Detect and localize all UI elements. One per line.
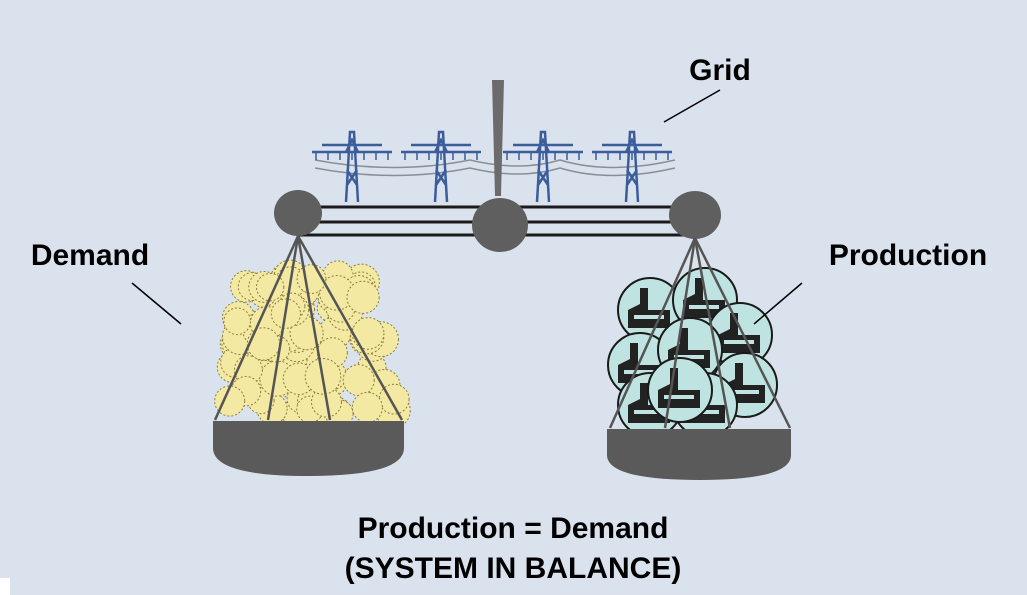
rope [693, 237, 732, 429]
bulb [351, 391, 383, 423]
bulb [214, 385, 246, 417]
demand-label: Demand [31, 239, 149, 272]
plant-window [634, 410, 664, 414]
left-pivot [274, 190, 322, 236]
plant-window [674, 355, 704, 359]
caption-line: Production = Demand [358, 512, 669, 545]
pylon-body [433, 130, 449, 203]
bulb [346, 280, 380, 314]
caption-line: (SYSTEM IN BALANCE) [345, 552, 682, 585]
plant-window [624, 370, 654, 374]
power-plant [647, 357, 713, 423]
bulb [246, 327, 281, 361]
rope [296, 235, 404, 421]
pylon [503, 130, 583, 203]
right-pan [607, 429, 791, 480]
background [0, 0, 10, 578]
rope [213, 235, 300, 421]
bulb [342, 364, 375, 397]
background [10, 0, 1027, 595]
bulb [351, 317, 385, 350]
plant-window [724, 340, 754, 344]
plant-window [729, 390, 759, 394]
grid-label: Grid [689, 54, 751, 87]
pylon [312, 130, 392, 203]
wire [314, 159, 676, 169]
pylon [592, 130, 672, 203]
plant-window [634, 315, 664, 319]
rope [266, 235, 300, 421]
pylon [401, 130, 481, 203]
rope [663, 237, 697, 429]
production-label: Production [829, 239, 987, 272]
rope [608, 237, 697, 429]
pole [492, 80, 504, 196]
left-pan [213, 421, 404, 476]
light-bulbs [214, 259, 411, 432]
leader-line [131, 282, 182, 325]
leader-line [663, 89, 721, 123]
plant-window [664, 395, 694, 399]
leader-line [753, 282, 803, 325]
rope [693, 237, 792, 429]
pylon-body [535, 130, 551, 203]
ropes [213, 235, 792, 429]
wire [314, 167, 676, 177]
rope [296, 235, 332, 421]
pylons [312, 130, 672, 203]
center-pivot [472, 198, 528, 252]
right-pivot [669, 191, 721, 239]
pylon-body [344, 130, 360, 203]
bulb [223, 307, 251, 336]
pylon-body [624, 130, 640, 203]
power-wires [314, 159, 676, 177]
plant-window [689, 305, 719, 309]
leader-lines [131, 89, 803, 325]
